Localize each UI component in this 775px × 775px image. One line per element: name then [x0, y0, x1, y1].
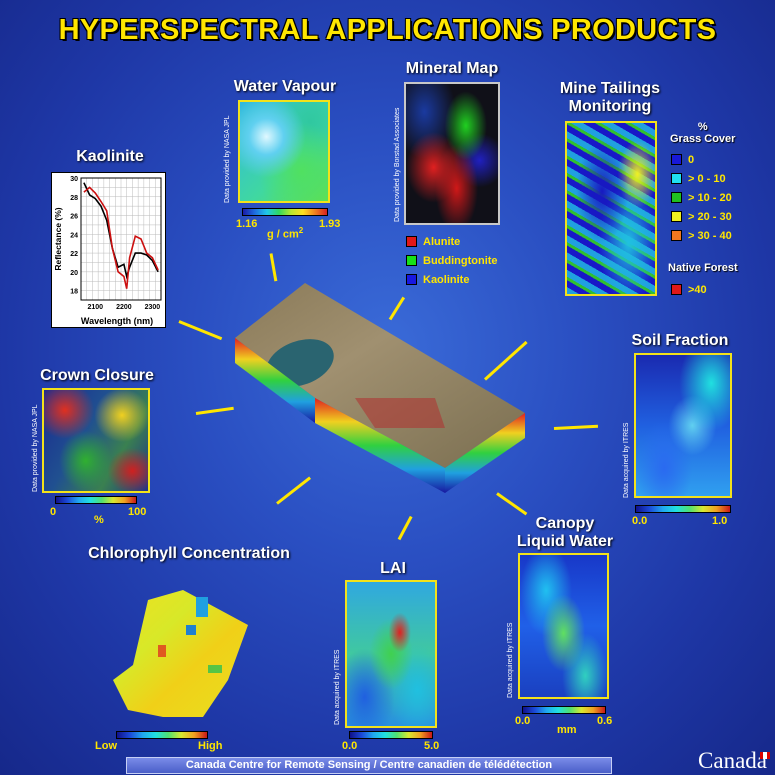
water-vapour-max: 1.93 — [319, 218, 341, 230]
cube-front-side — [235, 338, 315, 423]
x-axis-label: Wavelength (nm) — [81, 316, 153, 326]
water-vapour-unit: g / cm2 — [267, 226, 304, 241]
legend-swatch — [671, 211, 682, 222]
plot-area — [80, 177, 162, 301]
y-tick-label: 28 — [70, 195, 78, 202]
chlorophyll-max: High — [198, 740, 223, 752]
chlorophyll-image — [113, 590, 248, 717]
legend-swatch — [671, 173, 682, 184]
grass-cover-legend-title: % Grass Cover — [670, 121, 736, 145]
canopy-water-credit: Data acquired by ITRES — [507, 622, 514, 698]
flag-icon — [760, 752, 770, 759]
canopy-water-min: 0.0 — [515, 715, 531, 727]
canopy-water-colorbar — [522, 706, 606, 714]
ray — [553, 424, 599, 430]
crown-closure-image — [42, 388, 150, 493]
canopy-water-image — [518, 553, 609, 699]
mine-tailings-image — [565, 121, 657, 296]
mineral-map-image — [404, 82, 500, 225]
page-title: HYPERSPECTRAL APPLICATIONS PRODUCTS — [58, 14, 717, 46]
legend-swatch — [671, 284, 682, 295]
canopy-water-title: Canopy Liquid Water — [516, 515, 614, 550]
legend-swatch — [671, 154, 682, 165]
cube-side-long — [315, 398, 445, 493]
red-patch — [355, 398, 445, 428]
chlorophyll-min: Low — [95, 740, 117, 752]
lai-credit: Data acquired by ITRES — [334, 649, 341, 725]
crown-closure-credit: Data provided by NASA JPL — [32, 404, 39, 492]
series-line — [83, 186, 159, 289]
grass-cover-legend: 0 > 0 - 10 > 10 - 20 > 20 - 30 > 30 - 40 — [671, 150, 732, 245]
ray — [397, 515, 413, 541]
grass-legend-item: > 0 - 10 — [671, 169, 732, 188]
soil-fraction-title: Soil Fraction — [631, 332, 729, 349]
crown-closure-max: 100 — [128, 506, 147, 518]
canopy-water-unit: mm — [557, 724, 577, 736]
soil-fraction-image — [634, 353, 732, 498]
crown-closure-min: 0 — [50, 506, 57, 518]
canada-wordmark: Canada — [698, 748, 767, 773]
crown-closure-unit: % — [94, 514, 104, 526]
footer-credit: Canada Centre for Remote Sensing / Centr… — [126, 757, 612, 774]
legend-swatch — [406, 236, 417, 247]
native-forest-legend-item: >40 — [671, 280, 707, 299]
native-forest-title: Native Forest — [668, 262, 738, 274]
y-axis-label: Reflectance (%) — [53, 207, 63, 270]
lai-image — [345, 580, 437, 728]
legend-swatch — [671, 230, 682, 241]
x-tick-label: 2100 — [87, 304, 103, 311]
x-tick-label: 2200 — [116, 304, 132, 311]
kaolinite-chart-frame — [51, 172, 166, 328]
water-vapour-title: Water Vapour — [233, 78, 337, 95]
crown-closure-colorbar — [55, 496, 137, 504]
lai-title: LAI — [380, 560, 406, 577]
grass-legend-item: > 20 - 30 — [671, 207, 732, 226]
mineral-map-credit: Data provided by Borstad Associates — [394, 107, 401, 222]
y-tick-label: 30 — [70, 176, 78, 183]
cube-top-surface — [235, 283, 525, 468]
kaolinite-title: Kaolinite — [76, 148, 144, 165]
mineral-legend: Alunite Buddingtonite Kaolinite — [406, 232, 498, 289]
soil-fraction-min: 0.0 — [632, 515, 648, 527]
water-vapour-credit: Data provided by NASA JPL — [224, 115, 231, 203]
mineral-legend-item: Kaolinite — [406, 270, 498, 289]
soil-fraction-max: 1.0 — [712, 515, 728, 527]
cube-side-end — [445, 413, 525, 493]
soil-fraction-credit: Data acquired by ITRES — [623, 422, 630, 498]
chlorophyll-title: Chlorophyll Concentration — [88, 545, 290, 562]
legend-swatch — [406, 255, 417, 266]
ray — [178, 320, 223, 341]
y-tick-label: 26 — [70, 214, 78, 221]
legend-swatch — [671, 192, 682, 203]
x-tick-label: 2300 — [145, 304, 161, 311]
lai-max: 5.0 — [424, 740, 440, 752]
mineral-legend-item: Buddingtonite — [406, 251, 498, 270]
grass-legend-item: > 10 - 20 — [671, 188, 732, 207]
mineral-legend-item: Alunite — [406, 232, 498, 251]
grass-legend-item: 0 — [671, 150, 732, 169]
series-line — [83, 182, 159, 280]
legend-swatch — [406, 274, 417, 285]
lai-colorbar — [349, 731, 433, 739]
canopy-water-max: 0.6 — [597, 715, 613, 727]
y-tick-label: 18 — [70, 289, 78, 296]
water-vapour-min: 1.16 — [236, 218, 258, 230]
y-tick-label: 22 — [70, 251, 78, 258]
water-vapour-colorbar — [242, 208, 328, 216]
chlorophyll-colorbar — [116, 731, 208, 739]
kaolinite-chart: 30 28 26 24 22 20 18 2100 2200 2300 Wavelength (nm… — [53, 176, 162, 326]
mine-tailings-title: Mine Tailings Monitoring — [559, 80, 661, 115]
crown-closure-title: Crown Closure — [40, 367, 154, 384]
lai-min: 0.0 — [342, 740, 358, 752]
mineral-map-title: Mineral Map — [405, 60, 499, 77]
soil-fraction-colorbar — [635, 505, 731, 513]
y-tick-label: 24 — [70, 232, 78, 239]
water-vapour-image — [238, 100, 330, 203]
hyperspectral-cube — [235, 283, 525, 493]
y-tick-label: 20 — [70, 270, 78, 277]
grass-legend-item: > 30 - 40 — [671, 226, 732, 245]
